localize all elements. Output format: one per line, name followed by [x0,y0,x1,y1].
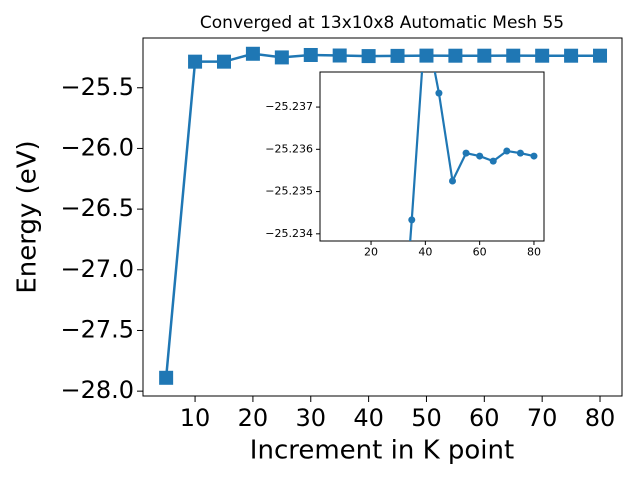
marker [476,152,484,160]
marker [489,157,497,165]
marker [216,54,231,69]
x-tick-label: 10 [180,404,211,432]
y-tick-label: −25.236 [265,142,313,155]
marker [593,48,608,63]
x-tick-label: 50 [411,404,442,432]
y-tick-label: −26.5 [60,194,134,222]
x-tick-label: 20 [238,404,269,432]
marker [419,48,434,63]
y-axis-label: Energy (eV) [13,140,43,293]
marker [516,149,524,157]
y-tick-label: −28.0 [60,376,134,404]
marker [408,216,416,224]
marker [448,177,456,185]
x-tick-label: 20 [364,246,378,259]
y-tick-label: −25.235 [265,185,313,198]
x-tick-label: 70 [527,404,558,432]
x-axis-label: Increment in K point [250,436,514,466]
x-tick-label: 30 [295,404,326,432]
marker [245,46,260,61]
y-tick-label: −27.5 [60,315,134,343]
marker [188,54,203,69]
marker [395,399,402,406]
x-tick-label: 80 [527,246,541,259]
marker [535,48,550,63]
x-tick-label: 40 [418,246,432,259]
marker [159,370,174,385]
marker [332,48,347,63]
marker [564,48,579,63]
marker [435,89,443,97]
y-tick-label: −25.234 [265,227,313,240]
x-tick-label: 40 [353,404,384,432]
marker [303,47,318,62]
marker [477,48,492,63]
x-tick-label: 80 [585,404,616,432]
y-tick-label: −26.0 [60,133,134,161]
marker [462,149,470,157]
marker [503,147,511,155]
marker [274,50,289,65]
marker [448,48,463,63]
x-tick-label: 60 [469,404,500,432]
marker [361,49,376,64]
marker [506,48,521,63]
y-tick-label: −25.237 [265,100,313,113]
marker [530,152,538,160]
series-line [164,52,601,378]
y-tick-label: −27.0 [60,255,134,283]
x-tick-label: 60 [473,246,487,259]
plot-area [319,71,545,242]
chart-title: Converged at 13x10x8 Automatic Mesh 55 [200,13,564,33]
y-tick-label: −25.5 [60,73,134,101]
marker [390,48,405,63]
